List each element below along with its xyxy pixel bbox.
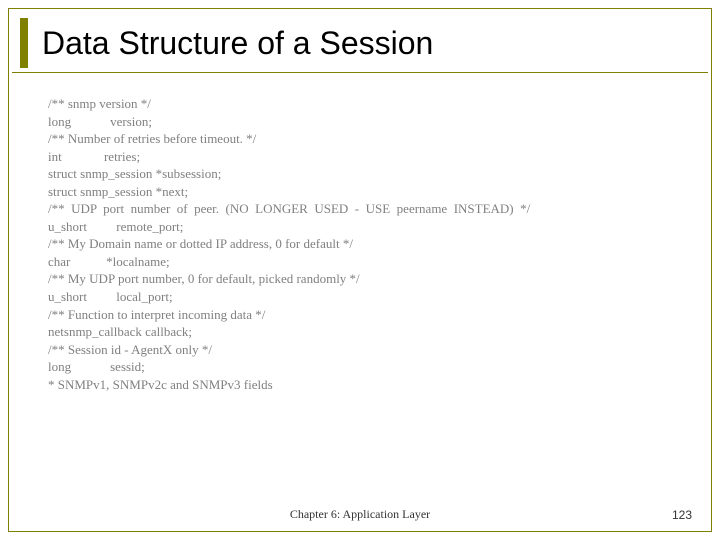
title-accent: [20, 18, 28, 68]
title-underline: [12, 72, 708, 73]
code-block: /** snmp version */ long version; /** Nu…: [48, 95, 672, 393]
code-line: int retries;: [48, 148, 672, 166]
code-line: /** snmp version */: [48, 95, 672, 113]
code-line: /** My UDP port number, 0 for default, p…: [48, 270, 672, 288]
code-line: /** Session id - AgentX only */: [48, 341, 672, 359]
page-number: 123: [672, 508, 692, 522]
code-line: long sessid;: [48, 358, 672, 376]
code-line: /** My Domain name or dotted IP address,…: [48, 235, 672, 253]
slide-title: Data Structure of a Session: [42, 25, 433, 62]
code-line: /** Function to interpret incoming data …: [48, 306, 672, 324]
code-line: long version;: [48, 113, 672, 131]
code-line: * SNMPv1, SNMPv2c and SNMPv3 fields: [48, 376, 672, 394]
code-line: char *localname;: [48, 253, 672, 271]
code-line: struct snmp_session *subsession;: [48, 165, 672, 183]
code-line: u_short local_port;: [48, 288, 672, 306]
footer-text: Chapter 6: Application Layer: [0, 507, 720, 522]
code-line: struct snmp_session *next;: [48, 183, 672, 201]
code-line: netsnmp_callback callback;: [48, 323, 672, 341]
code-line: /** UDP port number of peer. (NO LONGER …: [48, 200, 672, 218]
title-bar: Data Structure of a Session: [20, 18, 433, 68]
code-line: /** Number of retries before timeout. */: [48, 130, 672, 148]
code-line: u_short remote_port;: [48, 218, 672, 236]
slide-frame: Data Structure of a Session /** snmp ver…: [0, 0, 720, 540]
